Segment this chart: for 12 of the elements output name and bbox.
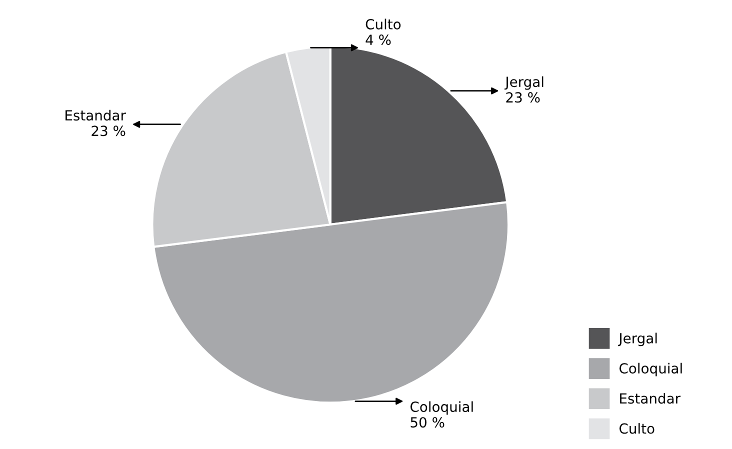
data-label: 50 %	[410, 417, 444, 428]
legend-label: Estandar	[620, 392, 681, 404]
slice-label: Jergal	[504, 76, 544, 90]
legend-label: Coloquial	[620, 362, 682, 376]
data-label: 23 %	[506, 92, 540, 103]
slice-label: Coloquial	[410, 401, 473, 415]
data-label: 4 %	[366, 34, 391, 46]
slice-label: Estandar	[66, 110, 126, 121]
slice-label: Culto	[366, 18, 401, 30]
data-label: 23 %	[92, 126, 126, 136]
legend-label: Jergal	[618, 332, 657, 346]
legend-label: Culto	[620, 423, 654, 434]
